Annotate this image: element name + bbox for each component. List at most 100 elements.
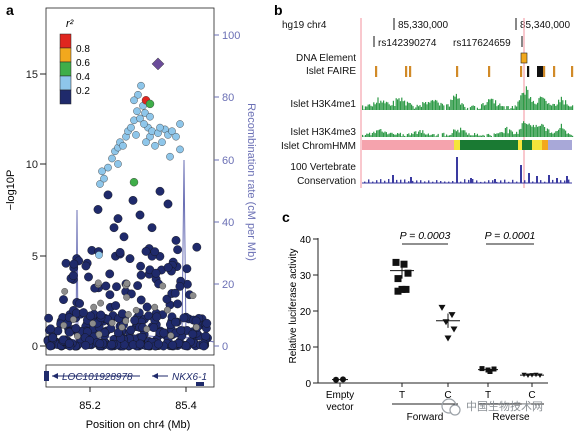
h3k4me3-bar <box>381 131 383 137</box>
h3k4me3-bar <box>565 130 567 137</box>
h3k4me3-bar <box>366 133 368 137</box>
gene-exon <box>196 382 204 386</box>
snp-point <box>107 340 117 349</box>
h3k4me3-bar <box>520 128 522 137</box>
conservation-bar <box>512 179 514 183</box>
group-reverse: Reverse <box>492 412 530 423</box>
h3k4me3-bar <box>390 132 392 137</box>
snp-point-lightblue <box>137 81 145 90</box>
h3k4me1-bar <box>362 105 364 110</box>
h3k4me1-bar <box>369 104 371 110</box>
snp-point-lightblue <box>100 174 108 183</box>
h3k4me1-bar <box>395 98 397 110</box>
snp-point-lightblue <box>176 145 184 154</box>
snp-point <box>115 247 125 257</box>
conservation-bar <box>456 181 458 183</box>
h3k4me3-bar <box>402 134 404 137</box>
panel-c-label: c <box>282 209 290 225</box>
group-forward: Forward <box>407 412 444 423</box>
h3k4me1-bar <box>486 102 488 110</box>
h3k4me1-bar <box>531 102 533 110</box>
snp-point-lightblue <box>130 96 138 105</box>
h3k4me3-bar <box>412 134 414 137</box>
snp-point-grey <box>118 323 126 331</box>
h3k4me1-bar <box>374 104 376 110</box>
h3k4me3-bar <box>432 134 434 137</box>
h3k4me1-bar <box>397 99 399 110</box>
h3k4me3-bar <box>538 126 540 137</box>
h3k4me3-bar <box>534 127 536 137</box>
h3k4me1-bar <box>436 100 438 110</box>
snp-point <box>126 325 136 335</box>
snp-point <box>112 282 121 292</box>
h3k4me3-bar <box>503 133 505 137</box>
track-label-faire: Islet FAIRE <box>306 66 356 77</box>
snp-point <box>149 323 159 332</box>
faire-mark <box>543 66 546 77</box>
h3k4me1-bar <box>437 102 439 110</box>
h3k4me3-bar <box>426 134 428 137</box>
snp-point-grey <box>89 320 97 327</box>
snp-point-grey <box>189 292 197 299</box>
y-left-tick: 0 <box>32 341 38 353</box>
panel-a-y-right-axis: 0 20 40 60 80 100 <box>214 30 240 353</box>
h3k4me1-bar <box>448 106 450 110</box>
h3k4me3-bar <box>558 129 560 137</box>
h3k4me3-bar <box>556 131 558 137</box>
h3k4me1-bar <box>496 106 498 110</box>
h3k4me1-bar <box>405 105 407 110</box>
snp-point <box>135 339 145 349</box>
snp-point <box>135 210 145 220</box>
h3k4me1-bar <box>462 104 464 110</box>
dna-element-box <box>520 52 528 64</box>
gene-loc101928978: LOC101928978 <box>62 372 133 383</box>
faire-mark <box>520 66 523 77</box>
h3k4me3-bar <box>404 135 406 137</box>
h3k4me1-bar <box>541 97 543 110</box>
snp-point-grey <box>151 303 159 311</box>
h3k4me1-bar <box>552 103 554 110</box>
h3k4me3-bar <box>444 136 446 137</box>
h3k4me3-bar <box>517 133 519 137</box>
h3k4me1-bar <box>539 96 541 110</box>
snp-point <box>143 341 153 351</box>
snp-point <box>64 339 74 348</box>
chromhmm-segment <box>548 140 572 150</box>
chromhmm-segment <box>454 140 460 150</box>
h3k4me3-bar <box>478 135 480 137</box>
conservation-peak <box>566 176 568 183</box>
h3k4me3-bar <box>563 129 565 137</box>
h3k4me1-bar <box>381 102 383 110</box>
h3k4me1-bar <box>490 98 492 110</box>
snp-point <box>202 318 212 328</box>
assembly-label: hg19 chr4 <box>282 20 327 31</box>
legend-swatch-red <box>59 33 72 49</box>
h3k4me3-bar <box>457 129 459 137</box>
h3k4me3-bar <box>567 133 569 137</box>
snp-point-grey <box>132 306 140 314</box>
h3k4me3-bar <box>511 131 513 137</box>
h3k4me1-bar <box>559 102 561 110</box>
h3k4me3-bar <box>496 133 498 137</box>
conservation-bar <box>496 181 498 183</box>
h3k4me3-bar <box>506 126 508 137</box>
faire-mark <box>375 66 378 77</box>
snp-point <box>162 294 172 304</box>
h3k4me1-bar <box>503 106 505 110</box>
chromhmm-segment <box>518 140 522 150</box>
y-right-label: Recombination rate (cM per Mb) <box>245 103 257 261</box>
h3k4me1-bar <box>537 102 539 110</box>
conservation-bar <box>436 180 438 183</box>
h3k4me1-bar <box>474 106 476 110</box>
forward-t-point <box>404 269 412 277</box>
conservation-bar <box>372 181 374 183</box>
h3k4me1-bar <box>364 106 366 110</box>
snp-point-lightblue <box>95 251 103 259</box>
h3k4me1-bar <box>404 100 406 110</box>
legend-swatch-orange <box>59 47 72 63</box>
snp-point-lightblue <box>98 167 106 176</box>
snp-point <box>154 339 163 349</box>
h3k4me1-bar <box>525 86 527 110</box>
c-y-tick: 0 <box>305 379 311 390</box>
h3k4me3-bar <box>475 135 477 137</box>
